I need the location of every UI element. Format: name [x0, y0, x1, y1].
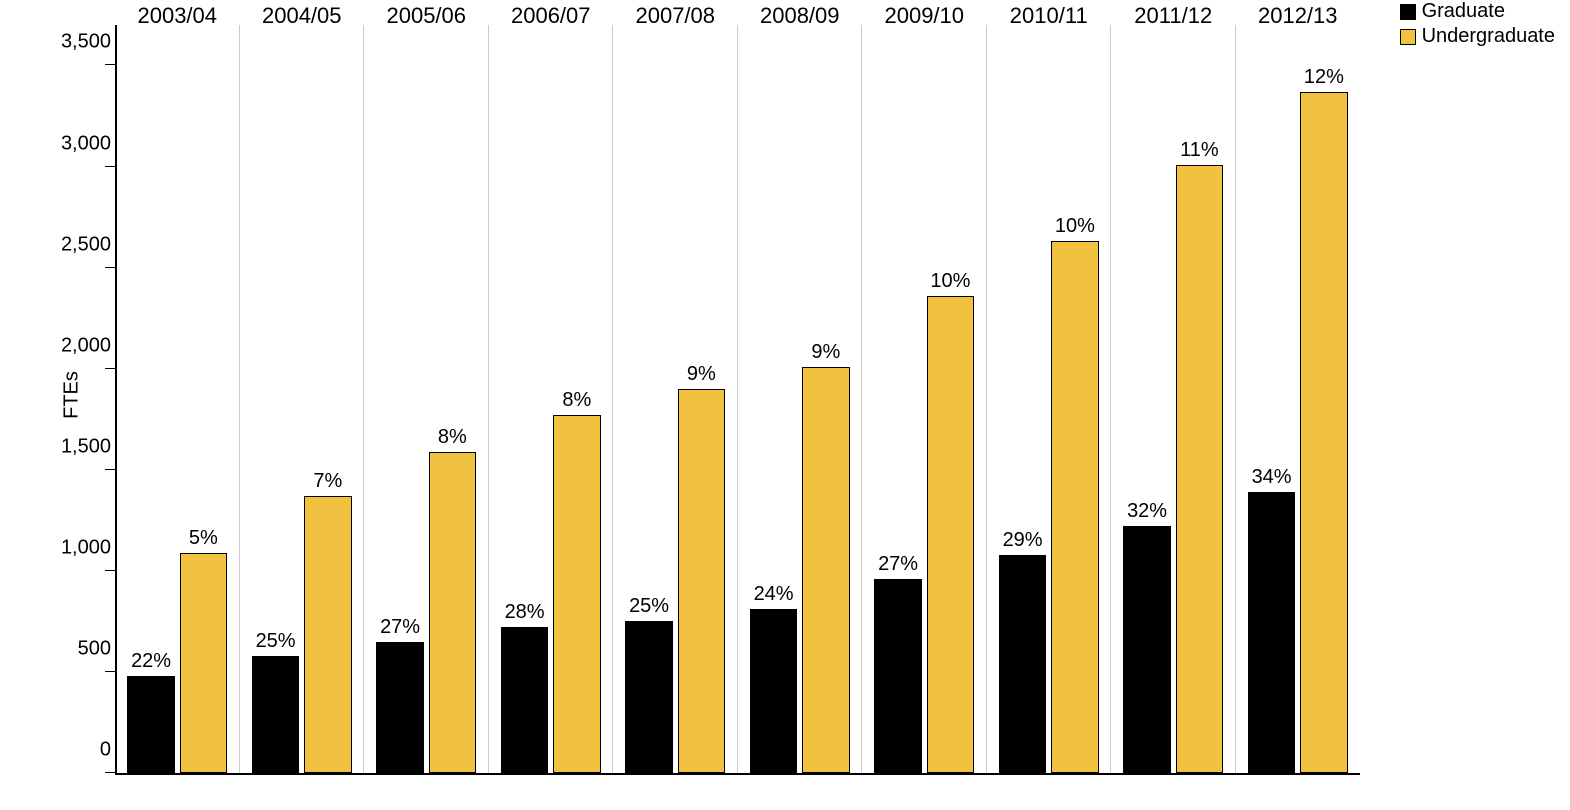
y-tick-label: 0	[100, 739, 111, 762]
bar-graduate: 24%	[750, 609, 797, 773]
category-label: 2009/10	[862, 3, 987, 29]
category-label: 2007/08	[613, 3, 738, 29]
category-label: 2011/12	[1111, 3, 1236, 29]
y-tick	[105, 671, 115, 672]
y-tick-label: 1,000	[61, 536, 111, 559]
bar-label: 11%	[1180, 139, 1219, 162]
bar-undergraduate: 8%	[429, 452, 476, 773]
bar-label: 28%	[505, 601, 545, 624]
bar-undergraduate: 5%	[180, 553, 227, 773]
category-label: 2006/07	[489, 3, 614, 29]
bar-undergraduate: 9%	[802, 367, 849, 773]
bar-label: 9%	[687, 363, 716, 386]
category-label: 2005/06	[364, 3, 489, 29]
bar-graduate: 32%	[1123, 526, 1170, 773]
y-tick-label: 3,500	[61, 31, 111, 54]
bar-undergraduate: 8%	[553, 415, 600, 773]
category-label: 2010/11	[987, 3, 1112, 29]
y-tick	[105, 166, 115, 167]
bar-undergraduate: 7%	[304, 496, 351, 773]
bar-label: 7%	[313, 470, 342, 493]
bar-label: 5%	[189, 527, 218, 550]
bar-label: 27%	[380, 616, 420, 639]
y-tick-label: 500	[78, 637, 111, 660]
y-tick	[105, 267, 115, 268]
bar-undergraduate: 11%	[1176, 165, 1223, 774]
y-tick-label: 3,000	[61, 132, 111, 155]
bar-label: 10%	[1055, 215, 1095, 238]
bar-undergraduate: 10%	[1051, 241, 1098, 773]
y-tick	[105, 772, 115, 773]
bar-graduate: 28%	[501, 627, 548, 773]
y-tick	[105, 570, 115, 571]
category-label: 2003/04	[115, 3, 240, 29]
legend-label: Graduate	[1422, 0, 1505, 23]
bar-graduate: 34%	[1248, 492, 1295, 773]
legend-label: Undergraduate	[1422, 25, 1555, 48]
y-tick	[105, 368, 115, 369]
y-tick	[105, 469, 115, 470]
bar-undergraduate: 9%	[678, 389, 725, 773]
bar-label: 27%	[878, 553, 918, 576]
bar-label: 8%	[562, 389, 591, 412]
bar-label: 10%	[930, 270, 970, 293]
bar-graduate: 29%	[999, 555, 1046, 773]
bar-label: 22%	[131, 650, 171, 673]
bar-label: 9%	[811, 341, 840, 364]
bar-graduate: 25%	[252, 656, 299, 773]
y-tick	[105, 64, 115, 65]
bar-label: 32%	[1127, 500, 1167, 523]
y-tick-label: 2,500	[61, 233, 111, 256]
bar-graduate: 22%	[127, 676, 174, 773]
category-label: 2008/09	[738, 3, 863, 29]
category-label: 2004/05	[240, 3, 365, 29]
chart-container: FTEs 05001,0001,5002,0002,5003,0003,5002…	[40, 0, 1560, 790]
bar-graduate: 27%	[874, 579, 921, 773]
y-tick-label: 1,500	[61, 435, 111, 458]
bar-label: 24%	[754, 583, 794, 606]
plot-area: 05001,0001,5002,0002,5003,0003,5002003/0…	[115, 25, 1360, 775]
legend-swatch	[1400, 4, 1416, 20]
bar-label: 25%	[629, 595, 669, 618]
legend-swatch	[1400, 29, 1416, 45]
bar-undergraduate: 12%	[1300, 92, 1347, 773]
legend: GraduateUndergraduate	[1400, 0, 1555, 50]
bar-label: 8%	[438, 426, 467, 449]
bar-label: 34%	[1252, 466, 1292, 489]
bar-label: 12%	[1304, 66, 1344, 89]
bar-undergraduate: 10%	[927, 296, 974, 773]
bar-label: 29%	[1003, 529, 1043, 552]
category-label: 2012/13	[1236, 3, 1361, 29]
legend-item: Graduate	[1400, 0, 1555, 23]
legend-item: Undergraduate	[1400, 25, 1555, 48]
y-tick-label: 2,000	[61, 334, 111, 357]
bar-label: 25%	[256, 630, 296, 653]
bar-graduate: 27%	[376, 642, 423, 773]
y-axis-label: FTEs	[60, 371, 83, 419]
bar-graduate: 25%	[625, 621, 672, 773]
